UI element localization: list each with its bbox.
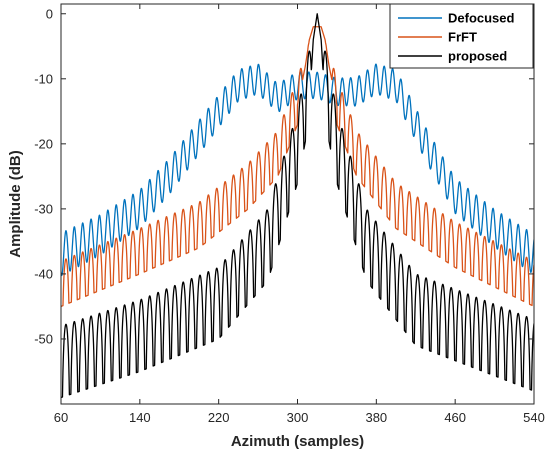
x-tick-label: 60 (54, 410, 68, 425)
plot-area (61, 13, 534, 399)
x-tick-label: 460 (444, 410, 466, 425)
y-tick-label: 0 (46, 6, 53, 21)
y-tick-label: -50 (34, 331, 53, 346)
x-axis-label: Azimuth (samples) (231, 433, 364, 450)
x-tick-label: 300 (287, 410, 309, 425)
legend-label: FrFT (448, 30, 477, 45)
legend-box (389, 3, 534, 69)
y-tick-label: -30 (34, 201, 53, 216)
axes: 60 140 220 300 380 460 540 0 -10 -20 -30 -40 -50 (34, 3, 545, 425)
x-tick-label: 540 (523, 410, 545, 425)
legend: Defocused FrFT proposed (389, 3, 534, 69)
y-tick-label: -10 (34, 71, 53, 86)
y-axis-label: Amplitude (dB) (7, 150, 24, 257)
legend-label: proposed (448, 49, 507, 64)
x-tick-label: 220 (208, 410, 230, 425)
series-line-proposed (61, 13, 534, 399)
x-tick-label: 140 (129, 410, 151, 425)
legend-label: Defocused (448, 11, 515, 26)
x-tick-label: 380 (365, 410, 387, 425)
y-tick-label: -20 (34, 136, 53, 151)
y-tick-label: -40 (34, 266, 53, 281)
series-line-frft (61, 26, 534, 308)
series-line-defocused (61, 63, 534, 277)
